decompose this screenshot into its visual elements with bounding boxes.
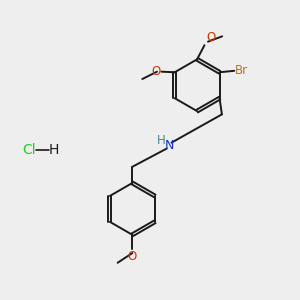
Text: N: N [164, 139, 174, 152]
Text: O: O [128, 250, 137, 263]
Text: H: H [157, 134, 165, 147]
Text: O: O [152, 65, 161, 78]
Text: Cl: Cl [22, 143, 36, 157]
Text: H: H [49, 143, 59, 157]
Text: O: O [206, 31, 215, 44]
Text: Br: Br [235, 64, 248, 77]
